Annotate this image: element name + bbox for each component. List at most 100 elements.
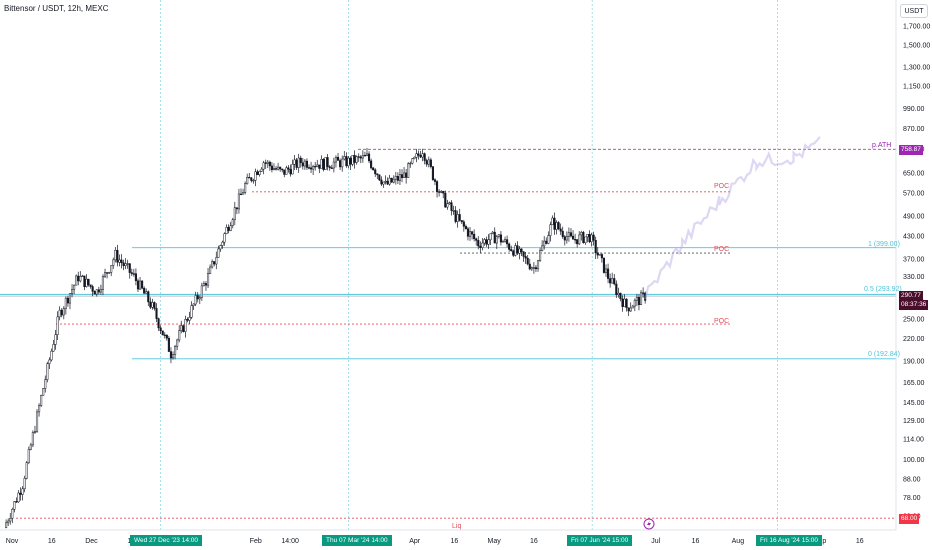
candle-body	[221, 241, 224, 246]
candle-body	[438, 191, 441, 193]
candle-body	[188, 317, 191, 321]
candle-body	[435, 181, 439, 192]
candle-body	[611, 278, 614, 284]
candle-body	[75, 275, 78, 286]
candle-body	[180, 325, 183, 332]
price-tick-label: 190.00	[903, 359, 925, 366]
poc-label-1: POC	[714, 183, 729, 190]
candle-body	[169, 351, 173, 359]
candle-body	[314, 166, 317, 168]
projection-path	[644, 136, 821, 300]
candle-body	[464, 226, 467, 229]
candle-body	[536, 260, 540, 270]
alert-flash-icon[interactable]	[643, 518, 655, 530]
price-tick-label: 220.00	[903, 336, 925, 343]
candle-body	[584, 236, 587, 243]
price-tick-label: 1,150.00	[903, 83, 930, 90]
candle-body	[103, 272, 107, 277]
candle-body	[615, 283, 618, 295]
candle-body	[297, 157, 300, 168]
candle-body	[194, 295, 197, 305]
candle-body	[23, 478, 26, 490]
candle-body	[155, 308, 158, 319]
candle-body	[514, 245, 517, 256]
candle-body	[295, 159, 298, 168]
candle-body	[604, 268, 608, 273]
candle-body	[384, 180, 387, 183]
liq-price-badge: 68.00	[899, 514, 920, 524]
candle-body	[56, 316, 59, 335]
candle-body	[353, 155, 356, 163]
candle-body	[287, 167, 290, 170]
candle-body	[70, 289, 74, 294]
candle-body	[91, 286, 94, 292]
candle-body	[320, 159, 323, 169]
candle-body	[396, 176, 399, 181]
candle-body	[450, 202, 453, 211]
candle-body	[619, 292, 622, 300]
fib-1-label: 1 (399.00)	[868, 241, 900, 248]
candle-body	[118, 259, 121, 263]
candle-body	[40, 395, 43, 406]
candle-body	[421, 153, 424, 158]
candle-body	[25, 462, 28, 479]
candle-body	[549, 224, 552, 236]
poc-label-2: POC	[714, 246, 729, 253]
candle-body	[555, 222, 558, 230]
candle-body	[277, 166, 280, 170]
candle-body	[215, 257, 218, 265]
candle-body	[283, 169, 286, 175]
candle-body	[73, 284, 76, 290]
candle-body	[361, 155, 364, 159]
grid-layer	[160, 0, 778, 530]
candle-body	[44, 379, 47, 389]
candle-body	[493, 231, 496, 244]
candle-body	[386, 180, 389, 185]
candle-body	[108, 272, 111, 274]
candle-body	[621, 298, 624, 307]
candle-body	[642, 292, 645, 294]
ath-price-badge: 758.87	[899, 145, 923, 155]
candle-body	[425, 160, 428, 165]
price-tick-label: 100.00	[903, 457, 925, 464]
candle-body	[138, 280, 142, 290]
candle-body	[613, 278, 616, 285]
candle-body	[357, 156, 360, 158]
candle-body	[417, 153, 420, 156]
candle-body	[607, 268, 610, 279]
currency-button[interactable]: USDT	[900, 4, 928, 18]
candle-body	[547, 235, 550, 244]
candle-body	[112, 259, 115, 266]
price-tick-label: 990.00	[903, 106, 925, 113]
symbol-title[interactable]: Bittensor / USDT, 12h, MEXC	[4, 4, 109, 13]
price-tick-label: 330.00	[903, 274, 925, 281]
candle-body	[479, 245, 482, 248]
candle-body	[242, 192, 245, 195]
candle-body	[116, 249, 119, 263]
candle-body	[565, 236, 568, 241]
candle-body	[413, 156, 416, 159]
candle-body	[551, 217, 554, 225]
candle-body	[433, 179, 437, 182]
candle-body	[569, 232, 573, 237]
candle-body	[394, 176, 397, 180]
poc-label-3: POC	[714, 318, 729, 325]
candle-body	[289, 169, 292, 175]
candle-body	[274, 168, 278, 170]
candle-body	[405, 172, 408, 178]
candle-body	[316, 164, 319, 167]
candle-body	[122, 262, 125, 266]
candle-body	[50, 350, 53, 361]
candle-body	[532, 267, 535, 269]
candle-body	[174, 346, 177, 355]
candle-body	[29, 444, 32, 450]
price-axis[interactable]: 1,700.00 1,500.00 1,300.00 1,150.00 990.00 87…	[895, 0, 930, 530]
candle-body	[106, 272, 109, 274]
candle-body	[481, 242, 484, 248]
candle-body	[374, 169, 377, 175]
candle-body	[368, 153, 371, 162]
candle-body	[190, 305, 193, 318]
candle-body	[576, 239, 579, 245]
candle-body	[567, 232, 570, 237]
